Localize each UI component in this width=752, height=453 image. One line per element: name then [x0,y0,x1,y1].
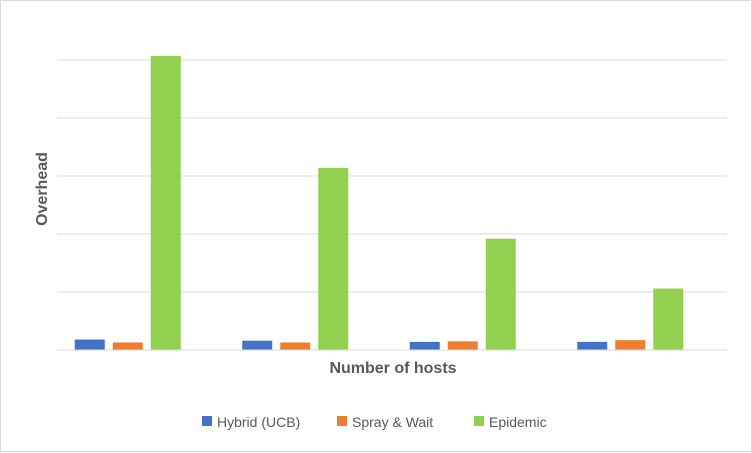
bar-hybrid-ucb-4 [577,341,608,350]
bar-spray-wait-1 [112,342,143,350]
legend-label-3: Epidemic [489,414,547,430]
bar-spray-wait-4 [615,340,646,350]
y-axis-title: Overhead [34,152,51,226]
bars [74,55,684,350]
bar-epidemic-1 [150,55,181,350]
x-axis-title: Number of hosts [329,360,456,377]
bar-hybrid-ucb-3 [409,341,440,350]
bar-hybrid-ucb-2 [242,340,273,350]
bar-epidemic-2 [318,167,349,350]
bar-epidemic-3 [485,238,516,350]
bar-epidemic-4 [653,288,684,350]
bar-hybrid-ucb-1 [74,339,105,350]
legend-swatch-1 [202,416,212,426]
legend: Hybrid (UCB) Spray & Wait Epidemic [202,414,547,430]
legend-swatch-3 [474,416,484,426]
legend-swatch-2 [337,416,347,426]
legend-label-1: Hybrid (UCB) [217,414,300,430]
legend-label-2: Spray & Wait [352,414,433,430]
bar-spray-wait-2 [280,342,311,350]
bar-spray-wait-3 [447,341,478,350]
